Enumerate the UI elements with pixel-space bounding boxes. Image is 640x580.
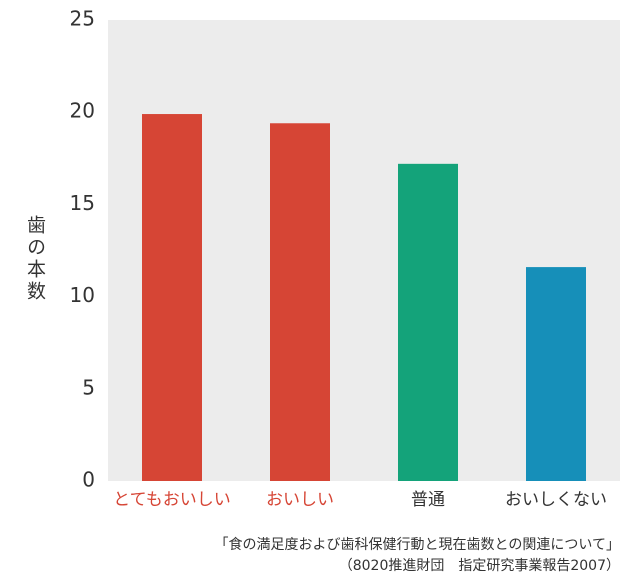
y-tick-label: 15 (70, 191, 95, 215)
bar (270, 123, 330, 481)
bar (526, 267, 586, 481)
y-tick-label: 20 (70, 99, 95, 123)
y-tick-label: 5 (82, 375, 95, 399)
bar (398, 163, 458, 481)
source-note: （8020推進財団 指定研究事業報告2007） (339, 558, 620, 574)
y-tick-label: 25 (70, 7, 95, 31)
x-tick-label: 普通 (411, 490, 445, 510)
bar (142, 114, 202, 481)
y-axis-label: 歯の本数 (24, 215, 46, 303)
y-tick-label: 10 (70, 283, 95, 307)
y-tick-label: 0 (82, 468, 95, 492)
x-tick-label: おいしくない (505, 490, 607, 510)
source-note: 「食の満足度および歯科保健行動と現在歯数との関連について」 (215, 536, 620, 553)
x-tick-label: とてもおいしい (113, 490, 231, 510)
x-tick-label: おいしい (266, 490, 334, 510)
